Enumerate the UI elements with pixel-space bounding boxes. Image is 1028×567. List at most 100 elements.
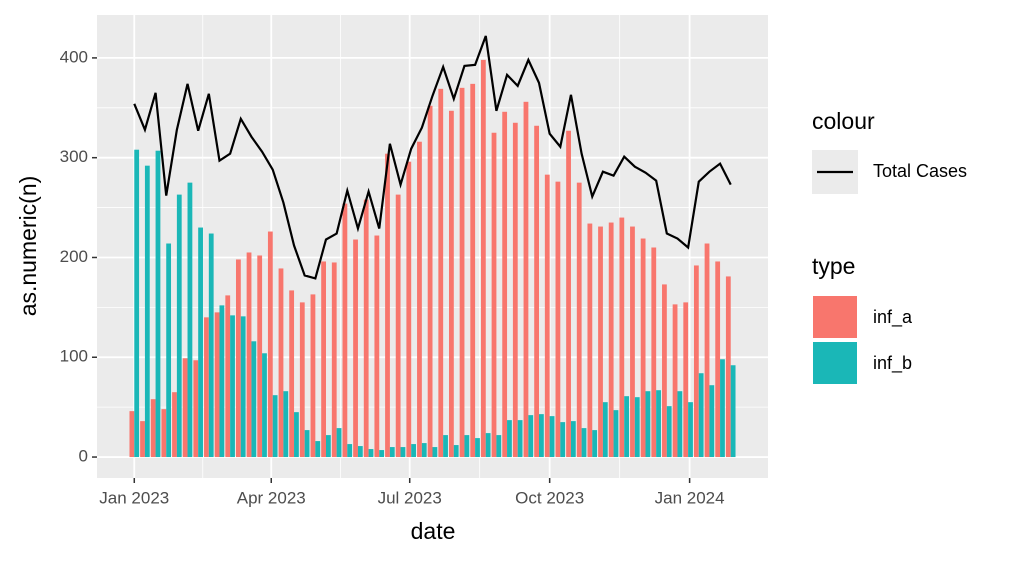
bar — [187, 182, 193, 458]
bar — [198, 227, 203, 458]
line — [133, 35, 732, 280]
bar — [400, 447, 406, 458]
bar — [517, 420, 523, 458]
bar — [347, 444, 353, 458]
bar — [406, 161, 412, 458]
y-tick-label: 100 — [60, 347, 88, 366]
bar — [507, 420, 512, 458]
bar — [491, 132, 497, 458]
bar — [438, 88, 444, 458]
bar — [662, 284, 667, 458]
bar — [204, 317, 209, 458]
bar — [730, 365, 736, 458]
bar — [640, 238, 646, 458]
bar — [613, 410, 619, 458]
bar — [480, 59, 486, 458]
y-axis-title: as.numeric(n) — [15, 176, 41, 317]
bar — [624, 396, 630, 458]
bar — [353, 239, 358, 458]
bar — [539, 414, 544, 458]
bar — [432, 447, 438, 458]
bar — [357, 446, 363, 458]
bar — [427, 105, 433, 458]
bar — [459, 87, 465, 458]
bar — [129, 411, 135, 458]
legend-swatch — [813, 342, 857, 384]
bar — [336, 428, 342, 458]
bar — [331, 262, 337, 458]
bar — [619, 217, 625, 458]
bar — [683, 302, 689, 458]
bar — [230, 315, 235, 458]
bar — [144, 165, 150, 458]
legend-label: inf_a — [873, 307, 913, 328]
bar — [182, 358, 188, 458]
bar — [325, 435, 331, 458]
bar — [528, 415, 534, 458]
bar — [225, 295, 231, 458]
bar — [379, 450, 385, 458]
x-tick-label: Jan 2023 — [99, 488, 169, 507]
x-tick-label: Apr 2023 — [237, 488, 306, 507]
bar — [634, 397, 640, 458]
bar — [534, 125, 540, 458]
bar — [417, 141, 422, 458]
bar — [693, 265, 699, 458]
bar — [289, 290, 295, 458]
bar — [262, 353, 267, 458]
bar — [453, 445, 459, 458]
bar — [389, 447, 395, 458]
bar — [166, 243, 172, 458]
legend-title: type — [812, 253, 855, 279]
x-tick-label: Jan 2024 — [655, 488, 725, 507]
bar — [257, 255, 263, 458]
bar — [294, 412, 299, 458]
bar — [523, 101, 529, 458]
bar — [219, 305, 225, 458]
bar — [651, 247, 657, 458]
bar — [421, 443, 427, 458]
bar — [374, 235, 380, 458]
bar — [704, 243, 710, 458]
bar — [666, 406, 672, 458]
bar — [315, 441, 321, 458]
bar — [235, 259, 241, 458]
bar — [385, 153, 390, 458]
y-tick-label: 0 — [79, 447, 88, 466]
bar — [299, 302, 305, 458]
bar — [134, 149, 140, 458]
bar — [581, 428, 587, 458]
bar — [715, 261, 721, 458]
bar — [555, 181, 561, 458]
bar — [720, 359, 725, 458]
bar — [512, 122, 518, 458]
bar — [395, 194, 401, 458]
bar — [677, 391, 683, 458]
bar — [587, 223, 593, 458]
bar — [272, 395, 278, 458]
bar — [193, 360, 199, 458]
x-tick-label: Oct 2023 — [515, 488, 584, 507]
bar — [278, 268, 284, 458]
legend-label: inf_b — [873, 353, 912, 374]
bar — [363, 199, 369, 458]
bar — [251, 341, 257, 458]
y-tick-label: 400 — [60, 47, 88, 66]
bar — [246, 252, 252, 458]
bar — [602, 402, 608, 458]
bar — [560, 422, 566, 458]
bar — [342, 203, 348, 458]
bar — [566, 130, 571, 458]
bar — [576, 182, 582, 458]
x-tick-label: Jul 2023 — [378, 488, 442, 507]
bar — [283, 391, 289, 458]
bar — [310, 294, 316, 458]
bar — [443, 435, 448, 458]
bar — [630, 226, 635, 458]
bar — [176, 194, 182, 458]
bar — [570, 421, 576, 458]
bar — [214, 312, 220, 458]
bar — [598, 226, 603, 458]
bar — [411, 444, 416, 458]
